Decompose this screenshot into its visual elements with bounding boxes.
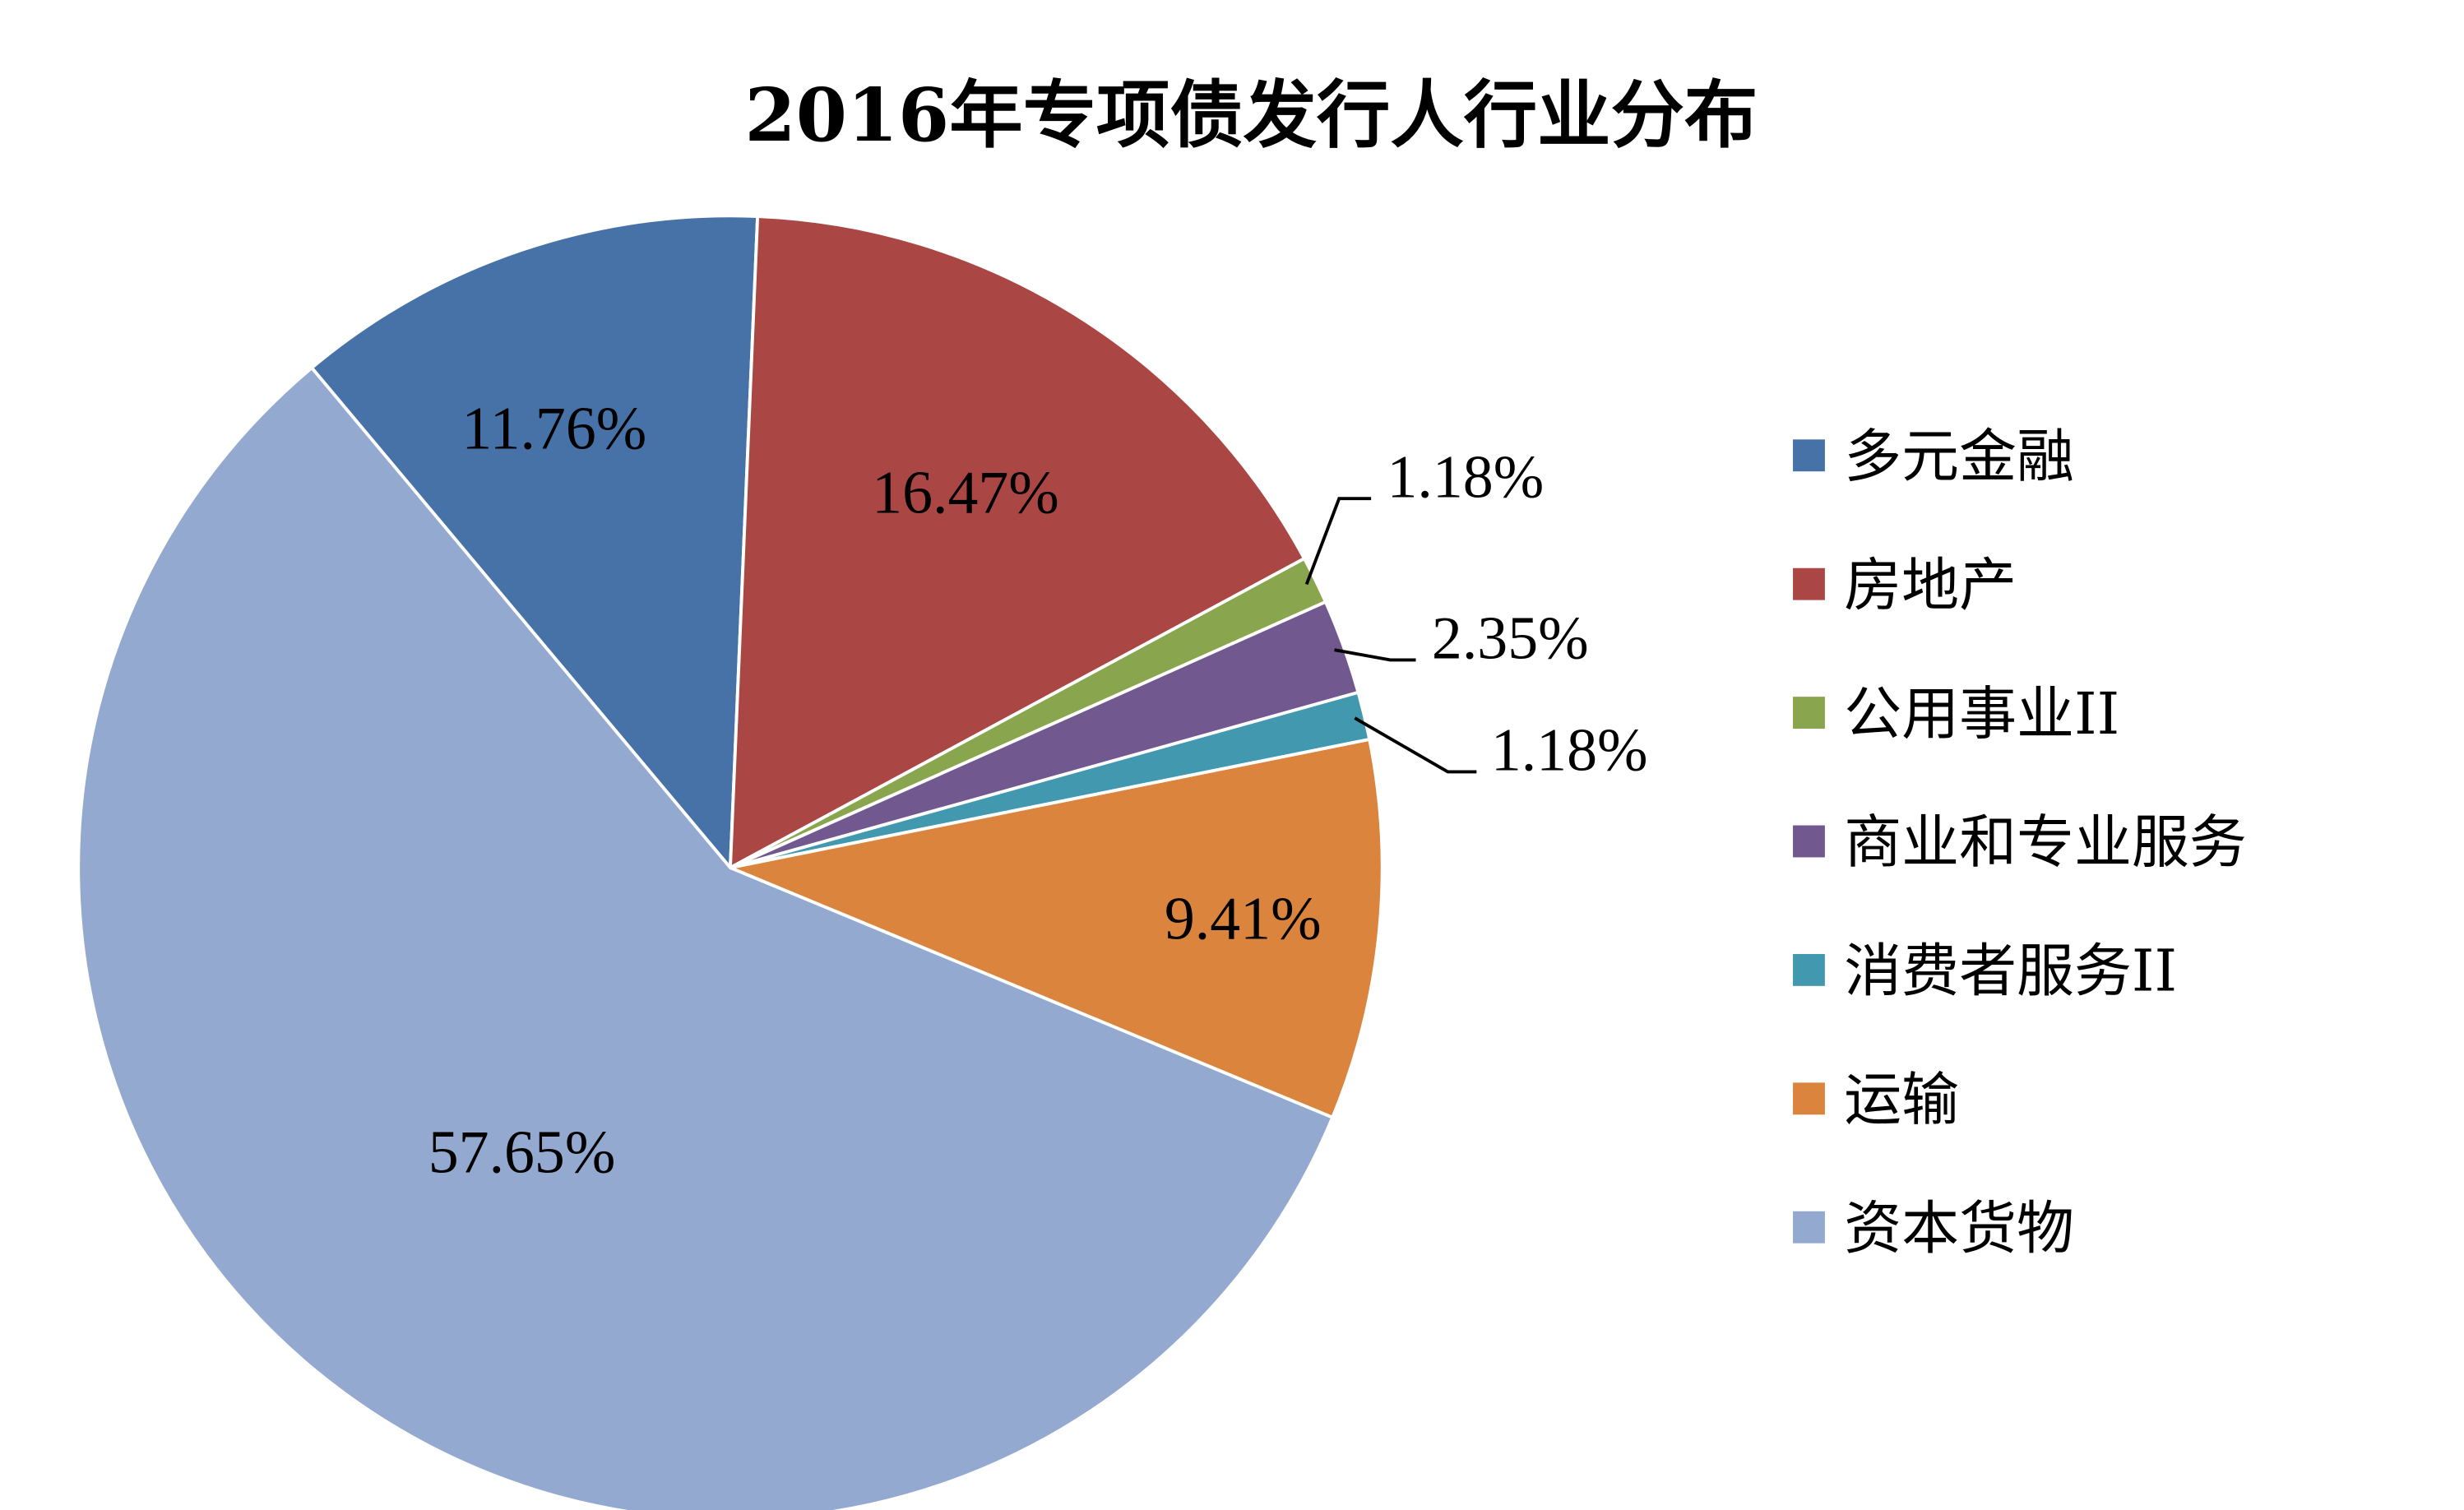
pie-slice-capital-goods	[76, 365, 1335, 1510]
legend-swatch-real-estate	[1793, 567, 1825, 600]
legend-swatch-utilities	[1793, 697, 1825, 730]
legend-swatch-capital-goods	[1793, 1211, 1825, 1244]
legend-swatch-diversified-finance	[1793, 439, 1825, 472]
legend-label-diversified-finance: 多元金融	[1844, 424, 2074, 490]
legend-label-capital-goods: 资本货物	[1844, 1195, 2074, 1262]
pie-slice-real-estate	[728, 214, 1307, 871]
legend-label-real-estate: 房地产	[1844, 552, 2017, 618]
leader-line-utilities	[1304, 497, 1372, 586]
legend-label-consumer-services: 消费者服务II	[1844, 938, 2177, 1005]
legend-swatch-transportation	[1793, 1082, 1825, 1115]
pie-slice-transportation	[725, 737, 1384, 1120]
legend-swatch-commercial-services	[1793, 825, 1825, 858]
legend-swatch-consumer-services	[1793, 953, 1825, 986]
data-labels: 11.76% 16.47% 1.18% 2.35% 1.18% 9.41% 57.65%	[428, 394, 1648, 1185]
leader-line-consumer-services	[1354, 716, 1477, 774]
data-label-capital-goods: 57.65%	[428, 1118, 616, 1185]
legend-label-transportation: 运输	[1844, 1067, 1959, 1133]
leader-line-commercial-services	[1334, 648, 1416, 662]
data-label-commercial-services: 2.35%	[1432, 604, 1589, 672]
legend-label-utilities: 公用事业II	[1844, 681, 2119, 748]
data-label-transportation: 9.41%	[1165, 884, 1322, 952]
data-label-real-estate: 16.47%	[872, 458, 1059, 526]
leader-lines	[1304, 497, 1477, 774]
data-label-utilities: 1.18%	[1387, 442, 1545, 510]
pie-slices	[76, 214, 1384, 1510]
pie-slice-diversified-finance	[309, 214, 760, 873]
legend-label-commercial-services: 商业和专业服务	[1844, 809, 2247, 876]
data-label-consumer-services: 1.18%	[1491, 716, 1648, 784]
data-label-diversified-finance: 11.76%	[461, 394, 646, 461]
chart-title: 2016年专项债发行人行业分布	[745, 72, 1758, 159]
